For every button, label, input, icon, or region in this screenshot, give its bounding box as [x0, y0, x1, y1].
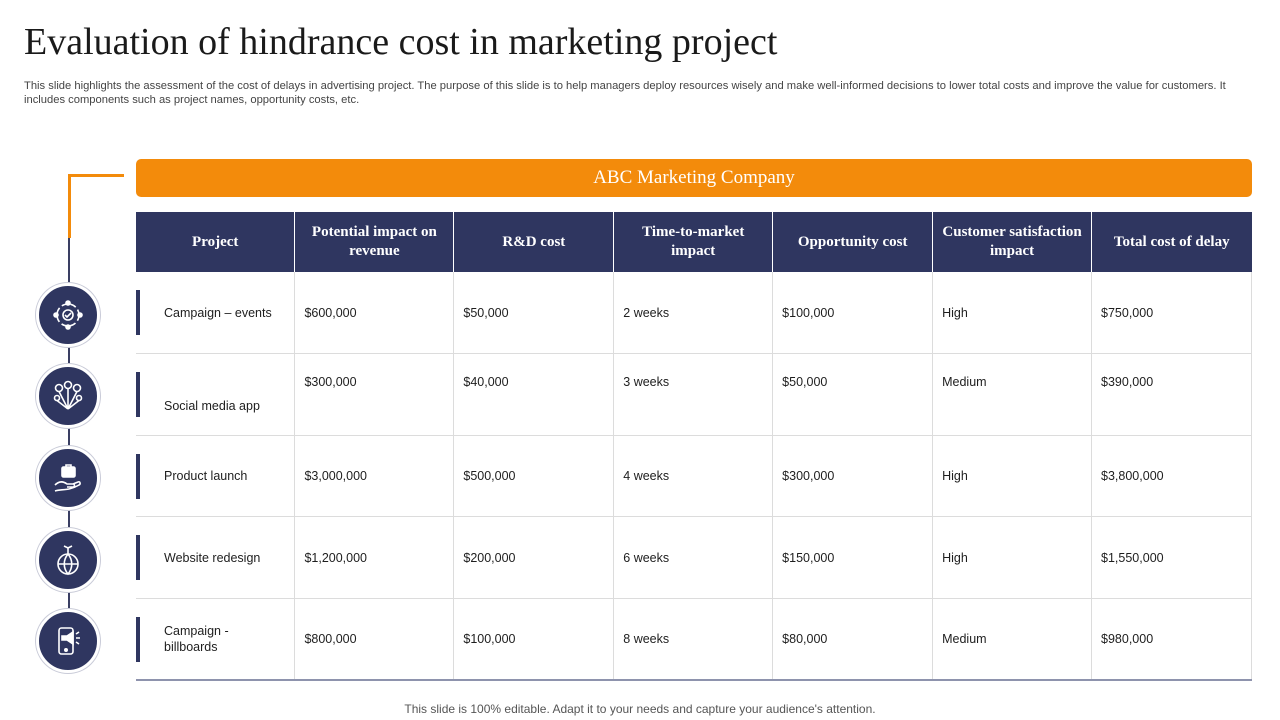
cell-total-cost: $390,000 — [1091, 353, 1252, 436]
column-header-opportunity-cost: Opportunity cost — [772, 212, 934, 272]
footer-note: This slide is 100% editable. Adapt it to… — [404, 702, 876, 716]
company-banner: ABC Marketing Company — [136, 159, 1252, 197]
cell-project: Campaign – events — [136, 272, 296, 355]
cell-revenue-impact: $3,000,000 — [294, 435, 455, 518]
cell-rd-cost: $200,000 — [453, 516, 615, 599]
timeline-line — [68, 238, 70, 648]
cell-revenue-impact: $300,000 — [294, 353, 455, 436]
mobile-billboard-icon — [36, 609, 100, 673]
column-header-total-cost: Total cost of delay — [1091, 212, 1252, 272]
cell-total-cost: $980,000 — [1091, 598, 1252, 681]
table-row: Campaign – events $600,000 $50,000 2 wee… — [136, 272, 1252, 355]
project-name: Campaign - billboards — [164, 623, 229, 654]
cell-opportunity-cost: $80,000 — [772, 598, 934, 681]
page-title: Evaluation of hindrance cost in marketin… — [24, 21, 778, 63]
cell-customer-satisfaction: High — [932, 435, 1093, 518]
cost-of-delay-table: Project Potential impact on revenue R&D … — [136, 212, 1252, 681]
page-subtitle: This slide highlights the assessment of … — [24, 80, 1226, 106]
column-header-project: Project — [136, 212, 296, 272]
project-name: Product launch — [164, 468, 248, 483]
cell-value: Medium — [942, 375, 987, 390]
cell-project: Social media app — [136, 353, 296, 436]
cell-time-to-market: 2 weeks — [613, 272, 774, 355]
cell-revenue-impact: $800,000 — [294, 598, 455, 681]
cell-value: $40,000 — [463, 375, 509, 390]
cell-value: $390,000 — [1101, 375, 1154, 390]
column-header-revenue-impact: Potential impact on revenue — [294, 212, 455, 272]
cell-revenue-impact: $1,200,000 — [294, 516, 455, 599]
cell-opportunity-cost: $300,000 — [772, 435, 934, 518]
column-header-time-to-market: Time-to-market impact — [613, 212, 774, 272]
website-globe-icon — [36, 528, 100, 592]
project-name: Campaign – events — [164, 305, 272, 320]
cell-opportunity-cost: $100,000 — [772, 272, 934, 355]
project-name: Social media app — [164, 399, 260, 414]
cell-opportunity-cost: $50,000 — [772, 353, 934, 436]
banner-connector — [68, 174, 124, 177]
cell-rd-cost: $50,000 — [453, 272, 615, 355]
cell-value: $300,000 — [304, 375, 357, 390]
cell-rd-cost: $500,000 — [453, 435, 615, 518]
column-header-rd-cost: R&D cost — [453, 212, 615, 272]
cell-total-cost: $1,550,000 — [1091, 516, 1252, 599]
cell-value: $50,000 — [782, 375, 828, 390]
cell-project: Product launch — [136, 435, 296, 518]
cell-project: Campaign - billboards — [136, 598, 296, 681]
timeline-connector-top — [68, 174, 71, 238]
table-row: Campaign - billboards $800,000 $100,000 … — [136, 598, 1252, 681]
cell-rd-cost: $40,000 — [453, 353, 615, 436]
social-network-icon — [36, 364, 100, 428]
cell-revenue-impact: $600,000 — [294, 272, 455, 355]
cell-time-to-market: 6 weeks — [613, 516, 774, 599]
cell-opportunity-cost: $150,000 — [772, 516, 934, 599]
cell-time-to-market: 4 weeks — [613, 435, 774, 518]
cell-rd-cost: $100,000 — [453, 598, 615, 681]
cell-total-cost: $3,800,000 — [1091, 435, 1252, 518]
cell-total-cost: $750,000 — [1091, 272, 1252, 355]
cell-project: Website redesign — [136, 516, 296, 599]
cell-customer-satisfaction: Medium — [932, 353, 1093, 436]
cell-customer-satisfaction: Medium — [932, 598, 1093, 681]
table-row: Website redesign $1,200,000 $200,000 6 w… — [136, 516, 1252, 599]
column-header-customer-satisfaction: Customer satisfaction impact — [932, 212, 1093, 272]
cell-customer-satisfaction: High — [932, 516, 1093, 599]
table-header-row: Project Potential impact on revenue R&D … — [136, 212, 1252, 272]
cell-customer-satisfaction: High — [932, 272, 1093, 355]
product-launch-icon — [36, 446, 100, 510]
table-row: Product launch $3,000,000 $500,000 4 wee… — [136, 435, 1252, 518]
event-cycle-icon — [36, 283, 100, 347]
cell-value: 3 weeks — [623, 375, 670, 390]
project-name: Website redesign — [164, 550, 261, 565]
table-row: Social media app $300,000 $40,000 3 week… — [136, 353, 1252, 436]
cell-time-to-market: 8 weeks — [613, 598, 774, 681]
cell-time-to-market: 3 weeks — [613, 353, 774, 436]
